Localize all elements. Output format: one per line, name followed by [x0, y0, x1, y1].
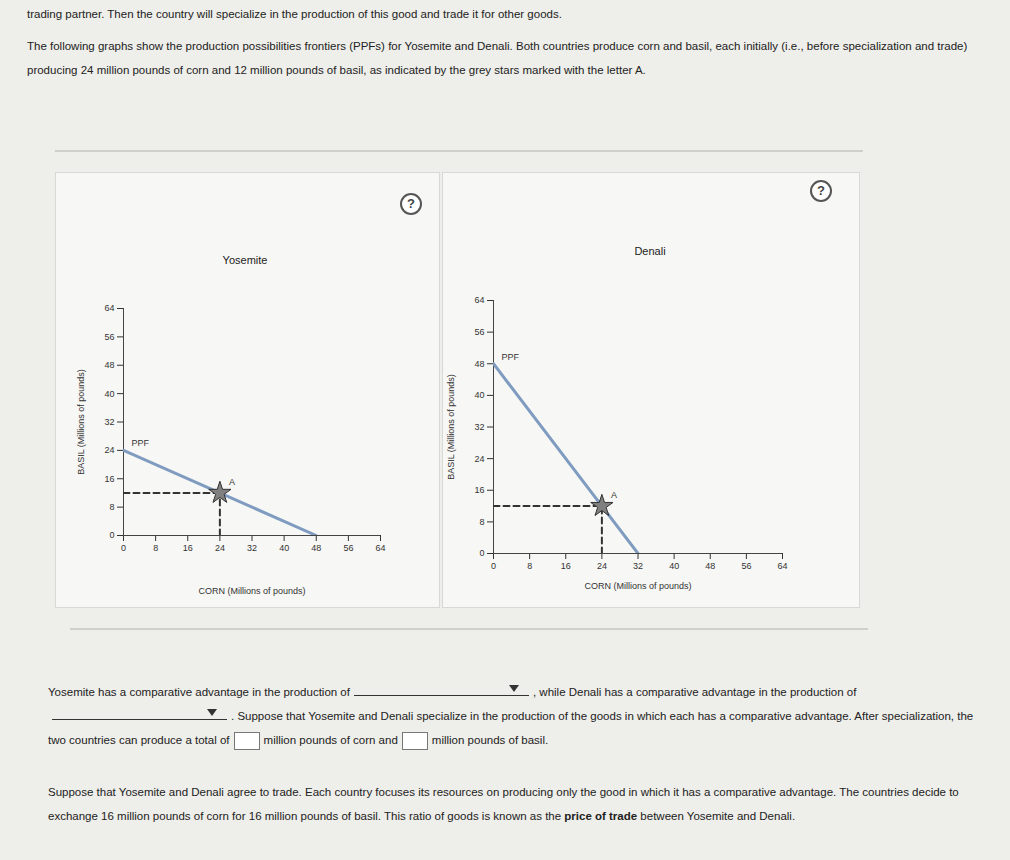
svg-text:64: 64 — [777, 561, 787, 571]
svg-text:32: 32 — [104, 417, 114, 427]
svg-text:CORN (Millions of pounds): CORN (Millions of pounds) — [584, 581, 691, 591]
svg-text:16: 16 — [561, 561, 571, 571]
svg-text:0: 0 — [491, 561, 496, 571]
svg-text:8: 8 — [479, 517, 484, 527]
html-text:, while Denali has a comparati: , while Denali has a comparative advanta… — [533, 686, 857, 698]
svg-text:24: 24 — [104, 445, 114, 455]
svg-text:56: 56 — [343, 543, 353, 553]
svg-text:0: 0 — [109, 530, 114, 540]
svg-text:32: 32 — [633, 561, 643, 571]
html-text:million pounds of corn and: million pounds of corn and — [263, 734, 398, 746]
svg-text:48: 48 — [474, 359, 484, 369]
svg-text:32: 32 — [474, 422, 484, 432]
svg-text:A: A — [229, 477, 235, 487]
svg-text:40: 40 — [104, 389, 114, 399]
html-text:. Suppose that Yosemite and De: . Suppose that Yosemite and Denali speci… — [48, 710, 974, 746]
svg-text:64: 64 — [375, 543, 385, 553]
svg-text:48: 48 — [104, 360, 114, 370]
svg-text:16: 16 — [474, 485, 484, 495]
svg-text:8: 8 — [153, 543, 158, 553]
svg-text:16: 16 — [183, 543, 193, 553]
svg-text:56: 56 — [104, 332, 114, 342]
html-text:million pounds of basil.: million pounds of basil. — [431, 734, 549, 746]
svg-text:56: 56 — [741, 561, 751, 571]
svg-text:24: 24 — [597, 561, 607, 571]
svg-text:0: 0 — [121, 543, 126, 553]
svg-text:CORN (Millions of pounds): CORN (Millions of pounds) — [198, 586, 305, 596]
html-text:Denali: Denali — [634, 245, 666, 257]
html-text:The following graphs show the: The following graphs show the production… — [27, 40, 968, 76]
html-text:Suppose that Yosemite and Dena: Suppose that Yosemite and Denali agree t… — [48, 786, 959, 822]
svg-text:PPF: PPF — [502, 352, 520, 362]
svg-text:64: 64 — [474, 295, 484, 305]
svg-text:8: 8 — [527, 561, 532, 571]
svg-text:BASIL (Millions of pounds): BASIL (Millions of pounds) — [446, 374, 456, 480]
svg-text:48: 48 — [705, 561, 715, 571]
svg-text:56: 56 — [474, 327, 484, 337]
svg-text:BASIL (Millions of pounds): BASIL (Millions of pounds) — [76, 369, 86, 475]
svg-text:8: 8 — [109, 502, 114, 512]
svg-text:40: 40 — [474, 390, 484, 400]
svg-text:64: 64 — [104, 303, 114, 313]
html-text:Yosemite has a comparative adv: Yosemite has a comparative advantage in … — [48, 686, 350, 698]
svg-text:16: 16 — [104, 474, 114, 484]
svg-text:0: 0 — [479, 548, 484, 558]
html-text:trading partner. Then the coun: trading partner. Then the country will s… — [27, 8, 562, 20]
svg-text:PPF: PPF — [132, 438, 150, 448]
svg-text:40: 40 — [279, 543, 289, 553]
svg-text:24: 24 — [215, 543, 225, 553]
svg-text:A: A — [611, 490, 617, 500]
svg-text:40: 40 — [669, 561, 679, 571]
svg-text:32: 32 — [247, 543, 257, 553]
svg-text:24: 24 — [474, 454, 484, 464]
svg-text:48: 48 — [311, 543, 321, 553]
html-text:Yosemite: Yosemite — [222, 254, 268, 266]
